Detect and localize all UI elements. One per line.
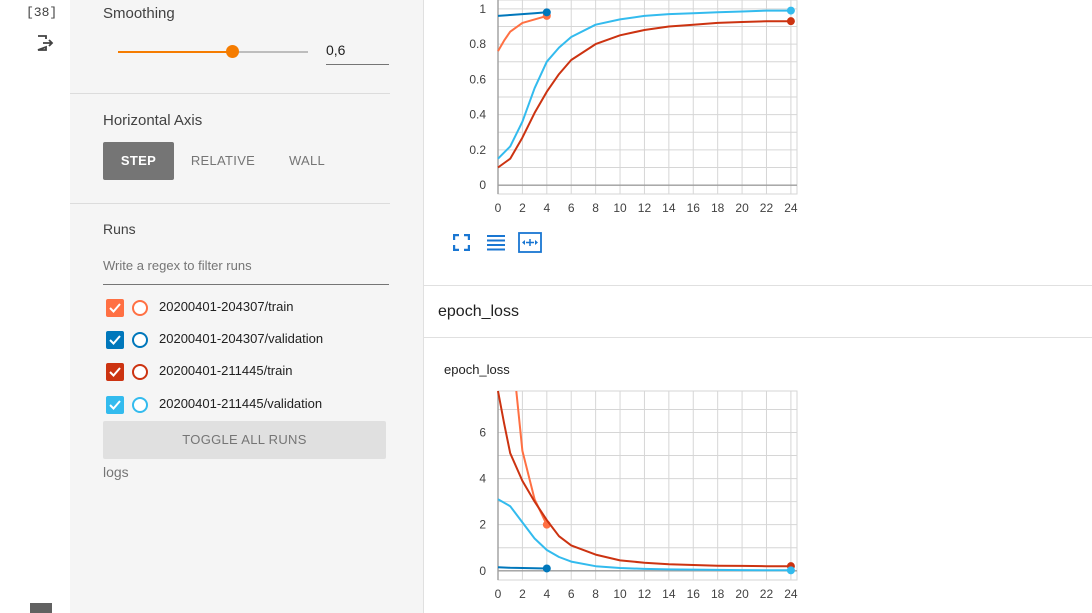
toggle-log-scale-icon[interactable] [486, 234, 506, 256]
run-label: 20200401-211445/train [159, 363, 293, 378]
axis-relative-button[interactable]: RELATIVE [190, 153, 256, 168]
y-tick-label: 0 [479, 178, 486, 192]
x-tick-label: 14 [662, 201, 676, 215]
run-color-icon[interactable] [132, 332, 148, 348]
y-tick-label: 0 [479, 564, 486, 578]
series-end-point [542, 564, 551, 573]
fit-domain-icon[interactable] [518, 232, 542, 258]
x-tick-label: 8 [592, 587, 599, 601]
logs-dir-label: logs [103, 464, 129, 480]
series-end-point [786, 566, 795, 575]
series-line [497, 14, 548, 52]
run-checkbox[interactable] [106, 331, 124, 349]
divider [70, 203, 390, 204]
y-tick-label: 0.4 [469, 108, 486, 122]
y-tick-label: 2 [479, 518, 486, 532]
runs-title: Runs [103, 221, 136, 237]
x-tick-label: 12 [638, 201, 652, 215]
x-tick-label: 4 [543, 201, 550, 215]
run-checkbox[interactable] [106, 396, 124, 414]
run-checkbox[interactable] [106, 299, 124, 317]
x-tick-label: 16 [687, 587, 701, 601]
gutter-bottom-icon [30, 603, 52, 613]
smoothing-title: Smoothing [103, 5, 175, 22]
toggle-all-runs-button[interactable]: TOGGLE ALL RUNS [103, 421, 386, 459]
section-divider [424, 285, 1092, 286]
section-title[interactable]: epoch_loss [438, 303, 519, 320]
series-end-point [542, 8, 551, 17]
x-tick-label: 22 [760, 587, 774, 601]
series-line [497, 498, 791, 572]
x-tick-label: 18 [711, 587, 725, 601]
x-tick-label: 24 [784, 587, 798, 601]
y-tick-label: 6 [479, 425, 486, 439]
x-tick-label: 2 [519, 587, 526, 601]
plot-frame [497, 390, 798, 581]
x-tick-label: 0 [495, 201, 502, 215]
series-line [497, 566, 547, 570]
x-tick-label: 8 [592, 201, 599, 215]
x-tick-label: 6 [568, 201, 575, 215]
x-tick-label: 16 [687, 201, 701, 215]
runs-filter-input[interactable]: Write a regex to filter runs [103, 258, 389, 285]
run-label: 20200401-211445/validation [159, 396, 323, 411]
smoothing-slider-fill [118, 51, 232, 53]
output-icon[interactable] [36, 34, 54, 52]
x-tick-label: 0 [495, 587, 502, 601]
run-color-icon[interactable] [132, 364, 148, 380]
fullscreen-icon[interactable] [452, 233, 471, 256]
y-tick-label: 0.8 [469, 37, 486, 51]
run-color-icon[interactable] [132, 300, 148, 316]
loss-chart-title: epoch_loss [444, 362, 510, 377]
charts-panel: 0 2 4 6 8 10 12 14 16 18 20 22 24 0 0.2 0.4 0.6 0.8 1 epoc… [424, 0, 1092, 613]
x-tick-label: 20 [735, 201, 749, 215]
run-color-icon[interactable] [132, 397, 148, 413]
x-tick-label: 10 [613, 201, 627, 215]
axis-wall-button[interactable]: WALL [288, 153, 326, 168]
series-line [515, 390, 548, 526]
smoothing-slider[interactable] [118, 45, 308, 58]
cell-gutter: [38] [0, 0, 70, 613]
series-end-point [786, 6, 795, 15]
series-line [497, 20, 791, 169]
smoothing-value-input[interactable]: 0,6 [326, 42, 389, 65]
run-label: 20200401-204307/validation [159, 331, 324, 346]
x-tick-label: 14 [662, 587, 676, 601]
divider [70, 93, 390, 94]
y-tick-label: 4 [479, 472, 486, 486]
cell-execution-count: [38] [26, 5, 58, 20]
settings-sidebar: Smoothing 0,6 Horizontal Axis STEP RELAT… [70, 0, 424, 613]
x-tick-label: 6 [568, 587, 575, 601]
x-tick-label: 20 [735, 587, 749, 601]
run-label: 20200401-204307/train [159, 299, 294, 314]
x-tick-label: 24 [784, 201, 798, 215]
y-tick-label: 1 [479, 2, 486, 16]
horizontal-axis-title: Horizontal Axis [103, 112, 203, 129]
series-line [497, 9, 791, 160]
x-tick-label: 12 [638, 587, 652, 601]
x-tick-label: 18 [711, 201, 725, 215]
x-tick-label: 10 [613, 587, 627, 601]
series-end-point [786, 17, 795, 26]
x-tick-label: 2 [519, 201, 526, 215]
series-line [497, 390, 791, 568]
section-divider [424, 337, 1092, 338]
axis-step-button[interactable]: STEP [103, 142, 174, 180]
run-checkbox[interactable] [106, 363, 124, 381]
series-line [497, 11, 547, 17]
y-tick-label: 0.6 [469, 72, 486, 86]
x-tick-label: 22 [760, 201, 774, 215]
y-tick-label: 0.2 [469, 143, 486, 157]
x-tick-label: 4 [543, 587, 550, 601]
smoothing-slider-thumb[interactable] [226, 45, 239, 58]
